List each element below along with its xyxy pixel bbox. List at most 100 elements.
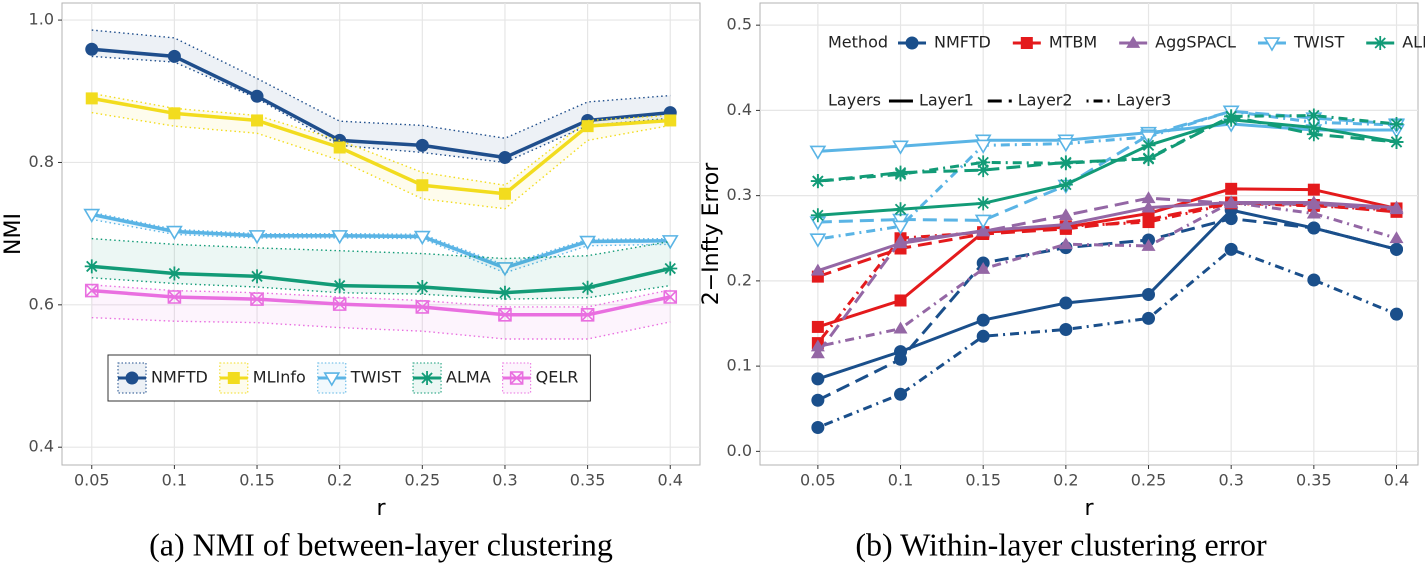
line [817,187,1397,329]
marker [1224,195,1239,208]
line [91,264,671,295]
marker [892,220,909,235]
legend-label: TWIST [1293,33,1344,52]
marker [976,196,991,211]
band-lower [91,277,671,300]
x-axis-title: r [376,496,386,521]
marker [1307,221,1321,235]
line [817,217,1397,402]
legend-title: Layers [828,91,881,110]
marker [416,179,429,192]
marker [1058,156,1073,171]
marker [892,140,909,155]
marker [1225,182,1238,195]
marker [497,285,512,300]
marker [509,371,524,385]
x-tick-label: 0.25 [1131,471,1167,490]
legend-label: ALMA [446,368,491,387]
marker [811,372,825,386]
legend-label: MTBM [1049,33,1097,52]
legend-label: Layer3 [1117,91,1172,110]
marker [250,292,264,306]
x-tick-label: 0.15 [239,471,275,490]
band-lower [91,55,671,164]
marker [810,339,825,352]
marker [1224,242,1238,256]
marker [976,261,991,274]
marker [1141,151,1156,166]
marker [1390,307,1404,321]
marker [1389,202,1404,215]
legend-label: NMFTD [934,33,991,52]
legend-label: Layer2 [1018,91,1073,110]
legend-label: TWIST [350,368,401,387]
marker [420,371,435,385]
marker [579,235,597,251]
marker [580,280,595,295]
y-tick-label: 0.6 [29,294,54,313]
marker [580,307,595,322]
y-axis-title: NMI [1,213,26,255]
marker [168,107,181,120]
legend-label: Layer1 [919,91,974,110]
x-tick-label: 0.1 [888,471,913,490]
marker [976,155,991,170]
marker [1059,322,1073,336]
y-tick-label: 0.3 [727,185,752,204]
x-axis-title: r [1084,496,1094,521]
marker [893,233,908,246]
marker [976,224,991,237]
marker [663,290,678,304]
marker [810,208,825,223]
y-tick-label: 0.1 [727,356,752,375]
x-tick-label: 0.2 [327,471,352,490]
marker [1142,311,1156,325]
marker [1390,242,1404,256]
marker [165,225,183,241]
x-tick-label: 0.05 [800,471,836,490]
marker [811,393,825,407]
marker [1058,217,1073,230]
marker [85,42,99,56]
marker [1307,273,1321,287]
band-upper [91,284,671,308]
marker [809,233,827,248]
marker [810,263,825,276]
line [817,109,1397,241]
marker [810,174,825,189]
line [817,200,1397,348]
marker [323,372,341,387]
caption: (a) NMI of between-layer clustering [149,526,613,562]
x-tick-label: 0.35 [1296,471,1332,490]
line [817,114,1397,183]
legend-label: QELR [536,368,579,387]
marker [976,313,990,327]
band-fill [91,238,671,300]
marker [1389,231,1404,244]
marker [809,145,827,160]
marker [894,294,907,307]
y-tick-label: 0.5 [727,15,752,34]
marker [1058,177,1073,192]
marker [332,278,347,293]
marker [498,150,512,164]
x-tick-label: 0.4 [1384,471,1409,490]
marker [581,120,594,133]
band-fill [91,93,671,209]
marker [1142,216,1155,229]
line [817,208,1397,381]
band-fill [91,30,671,163]
line [91,96,671,196]
band-upper [91,92,671,186]
marker [1306,206,1321,219]
y-tick-label: 0.4 [727,100,752,119]
marker [894,387,908,401]
marker [1224,109,1239,124]
marker [496,262,514,277]
y-axis-title: 2−Infty Error [699,162,724,305]
marker [974,214,992,229]
marker [333,141,346,154]
marker [893,167,908,182]
marker [974,139,992,154]
x-tick-label: 0.05 [74,471,110,490]
